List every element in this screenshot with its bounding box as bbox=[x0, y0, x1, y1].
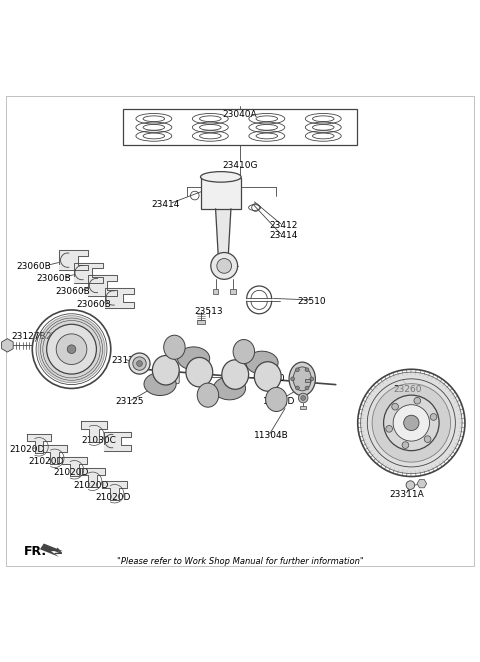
Polygon shape bbox=[62, 457, 86, 475]
Circle shape bbox=[56, 334, 87, 365]
Ellipse shape bbox=[186, 357, 213, 387]
Ellipse shape bbox=[222, 360, 249, 389]
Circle shape bbox=[301, 396, 306, 401]
Text: 23110: 23110 bbox=[257, 375, 286, 383]
Circle shape bbox=[392, 403, 398, 410]
Ellipse shape bbox=[265, 387, 287, 412]
Text: 11304B: 11304B bbox=[254, 431, 288, 440]
Circle shape bbox=[211, 252, 238, 279]
Text: 1430JD: 1430JD bbox=[263, 397, 295, 406]
Circle shape bbox=[406, 481, 415, 489]
Text: 21030C: 21030C bbox=[82, 436, 116, 445]
Text: 23414: 23414 bbox=[152, 200, 180, 209]
Text: 23410G: 23410G bbox=[222, 162, 258, 170]
Circle shape bbox=[133, 357, 146, 370]
Bar bbox=[305, 379, 310, 382]
Bar bbox=[213, 289, 218, 294]
Ellipse shape bbox=[246, 352, 278, 374]
Text: 23125: 23125 bbox=[116, 397, 144, 406]
Text: "Please refer to Work Shop Manual for further information": "Please refer to Work Shop Manual for fu… bbox=[117, 557, 363, 566]
FancyBboxPatch shape bbox=[156, 372, 179, 384]
Text: 23414: 23414 bbox=[269, 231, 297, 240]
Polygon shape bbox=[40, 544, 63, 557]
Text: 21020D: 21020D bbox=[96, 493, 131, 502]
Circle shape bbox=[393, 404, 430, 441]
Text: 23060B: 23060B bbox=[36, 274, 71, 283]
Ellipse shape bbox=[293, 367, 312, 391]
Text: 23412: 23412 bbox=[269, 221, 297, 230]
Text: 21020D: 21020D bbox=[9, 446, 45, 454]
Ellipse shape bbox=[144, 373, 176, 395]
Text: 23060B: 23060B bbox=[77, 300, 111, 309]
Circle shape bbox=[38, 316, 105, 383]
Polygon shape bbox=[105, 288, 133, 308]
Circle shape bbox=[129, 353, 150, 374]
Text: 21020D: 21020D bbox=[73, 481, 108, 490]
Ellipse shape bbox=[178, 347, 210, 370]
Text: 23120: 23120 bbox=[111, 356, 139, 365]
Text: 23513: 23513 bbox=[194, 307, 223, 316]
Text: 23510: 23510 bbox=[298, 297, 326, 306]
Text: 23311A: 23311A bbox=[389, 490, 424, 499]
Polygon shape bbox=[104, 432, 131, 451]
Circle shape bbox=[296, 386, 300, 390]
Ellipse shape bbox=[214, 377, 246, 400]
Polygon shape bbox=[1, 339, 13, 352]
Circle shape bbox=[67, 345, 76, 354]
Circle shape bbox=[372, 384, 451, 462]
Circle shape bbox=[296, 368, 300, 371]
Bar bbox=[300, 406, 306, 410]
Text: 23060B: 23060B bbox=[17, 262, 51, 271]
Text: 21020D: 21020D bbox=[54, 468, 89, 477]
Circle shape bbox=[424, 436, 431, 442]
Bar bbox=[197, 320, 204, 324]
Ellipse shape bbox=[197, 383, 219, 407]
Polygon shape bbox=[59, 250, 88, 270]
Polygon shape bbox=[103, 481, 127, 500]
Circle shape bbox=[386, 426, 393, 432]
Bar bbox=[201, 178, 241, 209]
Circle shape bbox=[360, 372, 462, 473]
Circle shape bbox=[384, 395, 439, 451]
Text: 23040A: 23040A bbox=[223, 110, 257, 119]
Circle shape bbox=[217, 259, 231, 273]
Text: 23127B: 23127B bbox=[11, 332, 46, 341]
Text: 23124B: 23124B bbox=[46, 332, 80, 341]
Text: 23260: 23260 bbox=[393, 385, 422, 394]
Circle shape bbox=[305, 386, 309, 390]
Circle shape bbox=[404, 415, 419, 430]
Polygon shape bbox=[81, 468, 105, 487]
Ellipse shape bbox=[289, 362, 315, 396]
Polygon shape bbox=[81, 421, 107, 442]
Text: FR.: FR. bbox=[24, 545, 47, 557]
Ellipse shape bbox=[164, 335, 185, 359]
Circle shape bbox=[305, 368, 309, 371]
Bar bbox=[230, 289, 236, 294]
Text: 21020D: 21020D bbox=[28, 457, 64, 465]
Circle shape bbox=[430, 414, 437, 420]
Polygon shape bbox=[27, 434, 51, 453]
Ellipse shape bbox=[153, 355, 179, 385]
Bar bbox=[123, 109, 357, 145]
Ellipse shape bbox=[201, 171, 241, 182]
Polygon shape bbox=[417, 479, 427, 488]
Polygon shape bbox=[73, 263, 103, 283]
Polygon shape bbox=[216, 209, 231, 260]
Circle shape bbox=[47, 324, 96, 374]
Polygon shape bbox=[43, 445, 67, 464]
Circle shape bbox=[310, 377, 314, 381]
Circle shape bbox=[137, 361, 143, 367]
Circle shape bbox=[299, 393, 308, 402]
Text: 23060B: 23060B bbox=[55, 287, 90, 297]
Ellipse shape bbox=[254, 361, 281, 391]
Circle shape bbox=[402, 442, 409, 448]
Circle shape bbox=[291, 377, 295, 381]
Polygon shape bbox=[88, 275, 117, 296]
Circle shape bbox=[414, 397, 420, 404]
Ellipse shape bbox=[233, 340, 254, 363]
